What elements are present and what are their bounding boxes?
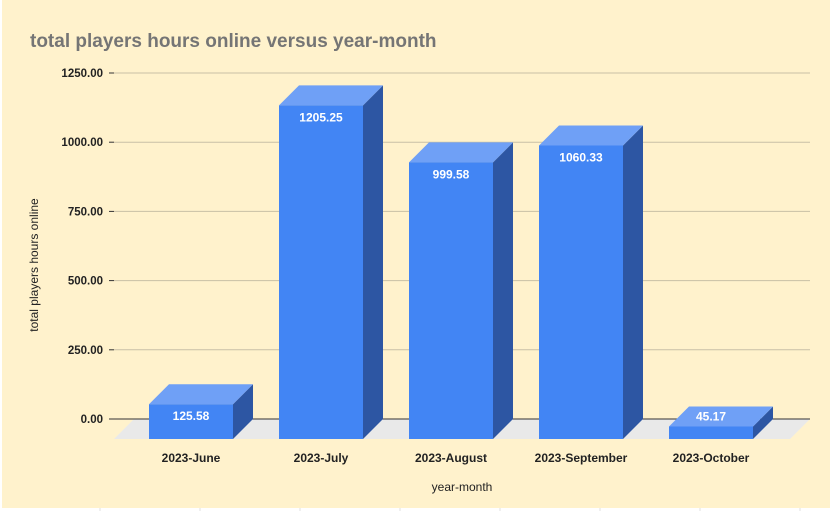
bar-side-face: [753, 406, 773, 439]
y-tick-label: 250.00: [68, 345, 103, 357]
bar: 125.58: [149, 384, 253, 439]
x-tick-labels: 2023-June 2023-July 2023-August 2023-Septem…: [162, 451, 750, 465]
y-tick-label: 1000.00: [61, 137, 103, 149]
data-label: 1205.25: [299, 110, 343, 124]
bar: 1205.25: [279, 85, 383, 439]
bar-front-face: [409, 162, 493, 439]
bar-front-face: [279, 105, 363, 439]
bar-top-face: [149, 384, 253, 405]
bar-side-face: [363, 85, 383, 439]
y-tick-label: 500.00: [68, 276, 103, 288]
x-tick-label: 2023-October: [673, 451, 750, 465]
bar-side-face: [493, 142, 513, 439]
x-tick-label: 2023-August: [415, 451, 487, 465]
data-label: 45.17: [696, 409, 726, 423]
bar-top-face: [279, 85, 383, 106]
y-tick-label: 0.00: [81, 414, 103, 426]
y-tick-labels: 0.00 250.00 500.00 750.00 1000.00 1250.00: [61, 68, 103, 426]
bar-series: 125.58 1205.25 999.58 1060.33 45.17: [149, 85, 773, 439]
data-label: 125.58: [173, 409, 210, 423]
bar-top-face: [409, 142, 513, 163]
bar-top-face: [539, 125, 643, 146]
data-label: 1060.33: [559, 151, 603, 165]
bar-side-face: [233, 384, 253, 439]
x-tick-label: 2023-June: [162, 451, 221, 465]
x-axis-title: year-month: [432, 480, 493, 494]
bar: 999.58: [409, 142, 513, 439]
y-axis-title: total players hours online: [27, 198, 41, 332]
bar-front-face: [669, 426, 753, 439]
bar-top-face: [669, 406, 773, 427]
chart-title: total players hours online versus year-m…: [30, 31, 437, 52]
y-tick-label: 1250.00: [61, 68, 103, 80]
data-label: 999.58: [433, 167, 470, 181]
bar: 45.17: [669, 406, 773, 439]
x-tick-label: 2023-July: [294, 451, 349, 465]
y-tick-label: 750.00: [68, 206, 103, 218]
bar-front-face: [539, 145, 623, 439]
bar: 1060.33: [539, 125, 643, 439]
bar-side-face: [623, 125, 643, 439]
bar-front-face: [149, 404, 233, 439]
x-tick-label: 2023-September: [535, 451, 628, 465]
